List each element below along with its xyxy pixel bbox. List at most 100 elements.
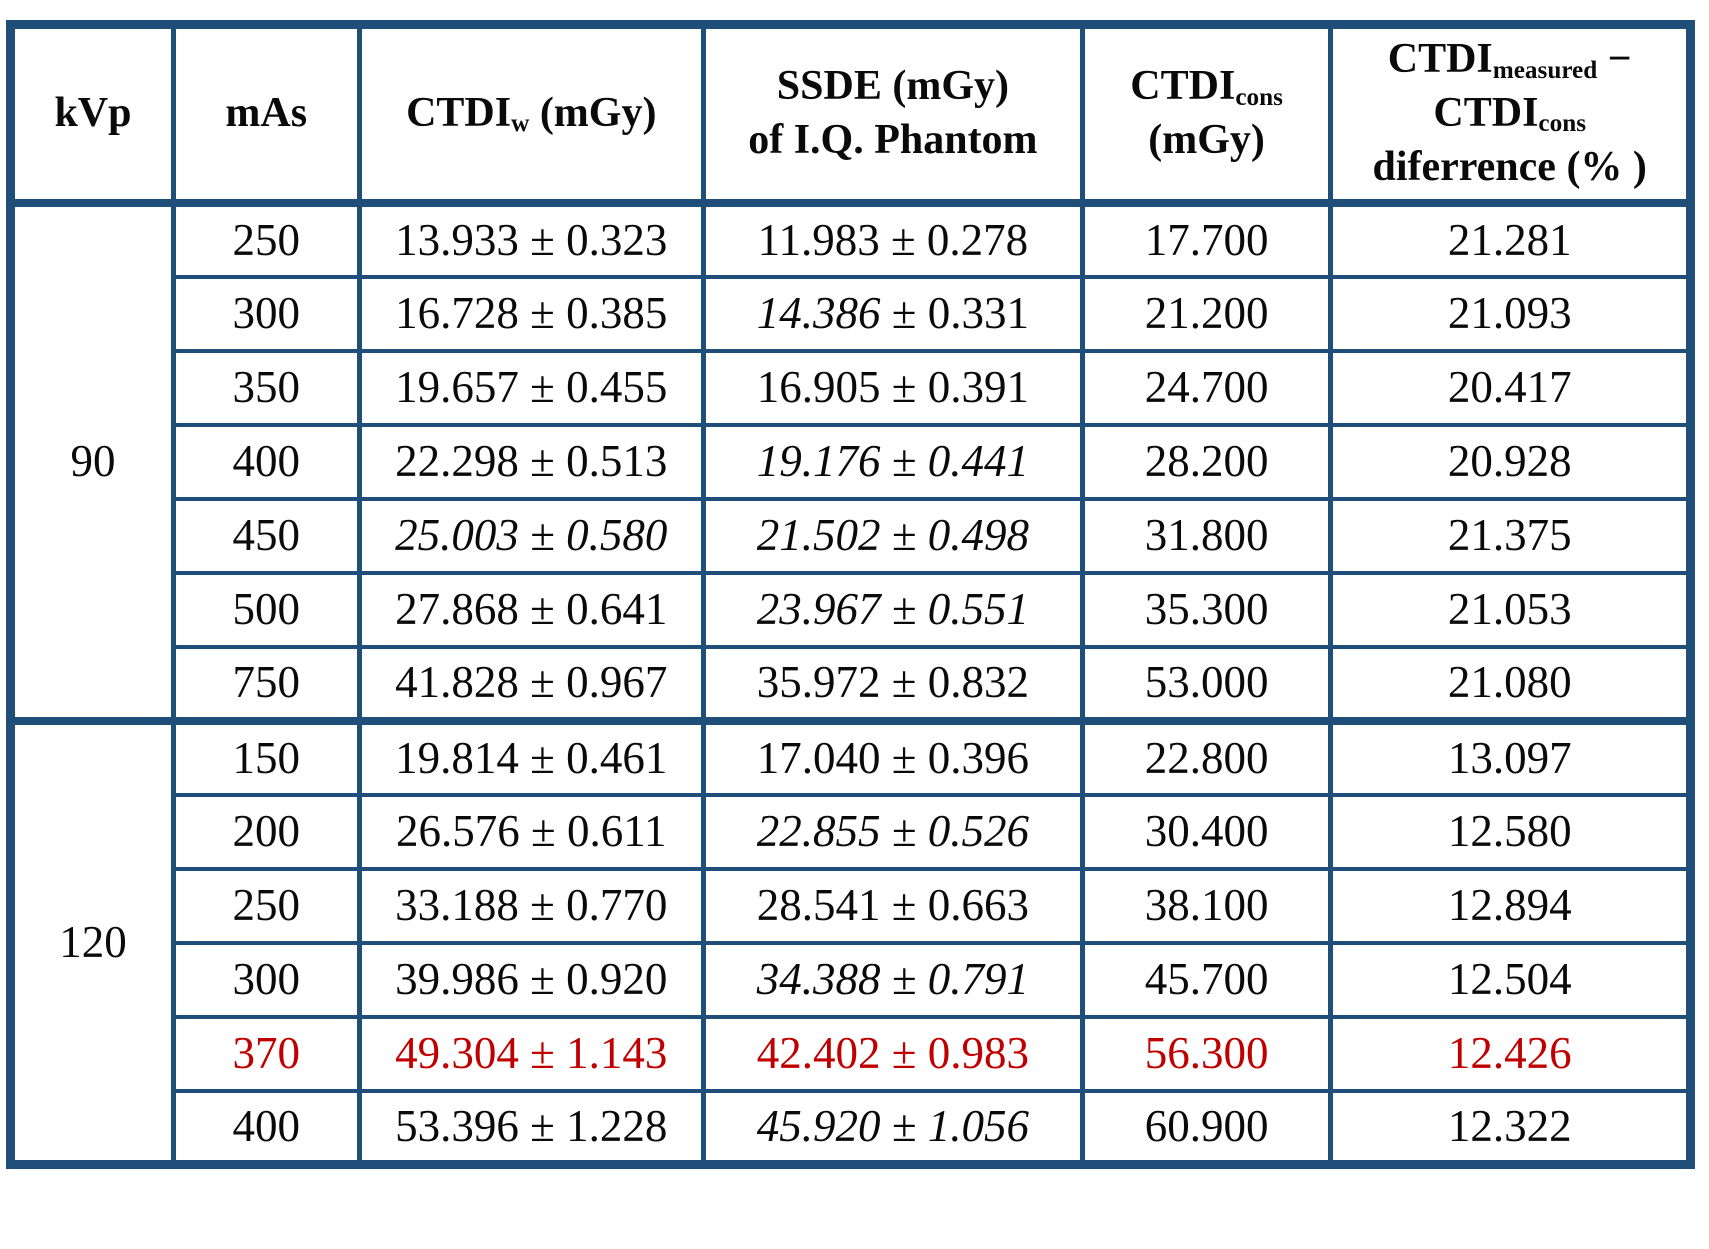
cell-mas: 200: [170, 792, 362, 871]
cell-ctdiw: 19.814 ± 0.461: [356, 716, 706, 797]
text-segment: 26.576 ± 0.611: [396, 805, 667, 856]
cell-ssde: 28.541 ± 0.663: [700, 866, 1085, 945]
cell-ssde: 14.386 ± 0.331: [700, 274, 1085, 353]
text-segment: 16.728 ± 0.385: [395, 287, 668, 338]
cell-ctdiw: 25.003 ± 0.580: [356, 496, 706, 575]
col-header-ctdiw: CTDIw (mGy): [356, 22, 706, 207]
cell-ctdiw: 41.828 ± 0.967: [356, 644, 706, 723]
cell-difference: 21.375: [1328, 496, 1693, 575]
text-segment: 17.040 ± 0.396: [756, 732, 1029, 783]
text-segment: 27.868 ± 0.641: [395, 583, 668, 634]
subscript-text: w: [511, 110, 530, 138]
text-segment: 23.967 ± 0.551: [756, 583, 1029, 634]
cell-mas: 450: [170, 496, 362, 575]
cell-ssde: 34.388 ± 0.791: [700, 940, 1085, 1019]
cell-ctdiw: 53.396 ± 1.228: [356, 1088, 706, 1167]
subscript-text: cons: [1538, 110, 1587, 138]
cell-ctdiw: 13.933 ± 0.323: [356, 198, 706, 279]
table-row: 120 150 19.814 ± 0.461 17.040 ± 0.396 22.800…: [8, 716, 1693, 1167]
table-row: 90 250 13.933 ± 0.323 11.983 ± 0.278 17.700 2…: [8, 198, 1693, 723]
text-segment: 13.933 ± 0.323: [395, 214, 668, 265]
text-segment: CTDI: [1433, 89, 1539, 136]
header-line: diferrence (% ): [1339, 141, 1680, 195]
text-segment: of I.Q. Phantom: [748, 116, 1038, 163]
text-segment: SSDE (mGy): [776, 63, 1009, 109]
cell-difference: 21.281: [1328, 198, 1693, 279]
text-segment: 21.502 ± 0.498: [756, 509, 1029, 560]
header-line: CTDIcons: [1339, 87, 1680, 141]
cell-ssde: 42.402 ± 0.983: [700, 1014, 1085, 1093]
cell-difference: 12.504: [1328, 940, 1693, 1019]
cell-ctdicons: 30.400: [1079, 792, 1334, 871]
text-segment: 41.828 ± 0.967: [395, 656, 668, 707]
cell-ctdicons: 17.700: [1079, 198, 1334, 279]
text-segment: 42.402 ± 0.983: [756, 1027, 1029, 1078]
col-header-mas: mAs: [170, 22, 362, 207]
cell-difference: 12.322: [1328, 1088, 1693, 1167]
text-segment: 39.986 ± 0.920: [395, 953, 668, 1004]
cell-kvp-group: 120: [8, 716, 176, 1167]
text-segment: CTDI: [406, 89, 512, 136]
cell-ctdiw: 49.304 ± 1.143: [356, 1014, 706, 1093]
cell-difference: 20.417: [1328, 348, 1693, 427]
col-header-diff: CTDImeasured − CTDIcons diferrence (% ): [1328, 22, 1693, 207]
text-segment: 53.396 ± 1.228: [395, 1100, 668, 1151]
cell-ssde: 22.855 ± 0.526: [700, 792, 1085, 871]
cell-difference: 20.928: [1328, 422, 1693, 501]
table-row: 400 22.298 ± 0.513 19.176 ± 0.441 28.200 20.…: [11, 422, 1693, 501]
table-row: 300 16.728 ± 0.385 14.386 ± 0.331 21.200 21.…: [11, 274, 1693, 353]
table-row: 250 33.188 ± 0.770 28.541 ± 0.663 38.100 12.…: [11, 866, 1693, 945]
cell-difference: 12.580: [1328, 792, 1693, 871]
cell-ctdicons: 28.200: [1079, 422, 1334, 501]
text-segment: 16.905 ± 0.391: [756, 361, 1029, 412]
cell-mas: 350: [170, 348, 362, 427]
text-segment: 35.972 ± 0.832: [756, 656, 1029, 707]
cell-ctdicons: 53.000: [1079, 644, 1334, 723]
col-header-kvp: kVp: [8, 22, 176, 207]
cell-ctdiw: 39.986 ± 0.920: [356, 940, 706, 1019]
cell-ctdicons: 22.800: [1079, 716, 1334, 797]
cell-mas: 400: [170, 422, 362, 501]
cell-ctdiw: 27.868 ± 0.641: [356, 570, 706, 649]
text-segment: 11.983 ± 0.278: [757, 214, 1029, 265]
cell-ctdiw: 33.188 ± 0.770: [356, 866, 706, 945]
text-segment: (mGy): [529, 89, 657, 136]
cell-ctdicons: 56.300: [1079, 1014, 1334, 1093]
table-row: 400 53.396 ± 1.228 45.920 ± 1.056 60.900 12.…: [11, 1088, 1693, 1167]
table-header: kVp mAs CTDIw (mGy) SSDE (mGy) of I.Q. Phant…: [8, 22, 1693, 207]
cell-ctdiw: 22.298 ± 0.513: [356, 422, 706, 501]
cell-difference: 21.053: [1328, 570, 1693, 649]
text-segment: 34.388 ± 0.791: [756, 953, 1029, 1004]
cell-difference: 21.093: [1328, 274, 1693, 353]
cell-mas: 250: [170, 866, 362, 945]
text-segment: CTDI: [1130, 63, 1236, 109]
cell-ctdiw: 19.657 ± 0.455: [356, 348, 706, 427]
table-row: 200 26.576 ± 0.611 22.855 ± 0.526 30.400 12.…: [11, 792, 1693, 871]
header-line: (mGy): [1091, 114, 1323, 168]
text-segment: 25.003 ± 0.580: [395, 509, 668, 560]
text-segment: CTDI: [1387, 36, 1493, 83]
text-segment: −: [1597, 36, 1632, 83]
text-segment: (mGy): [1148, 116, 1265, 163]
cell-difference: 12.894: [1328, 866, 1693, 945]
text-segment: 19.657 ± 0.455: [395, 361, 668, 412]
cell-ssde: 17.040 ± 0.396: [700, 716, 1085, 797]
cell-ssde: 23.967 ± 0.551: [700, 570, 1085, 649]
cell-ctdicons: 35.300: [1079, 570, 1334, 649]
cell-mas: 150: [170, 716, 362, 797]
table-wrapper: kVp mAs CTDIw (mGy) SSDE (mGy) of I.Q. Phant…: [6, 20, 1695, 1169]
cell-ctdicons: 21.200: [1079, 274, 1334, 353]
text-segment: 28.541 ± 0.663: [756, 879, 1029, 930]
cell-difference: 13.097: [1328, 716, 1693, 797]
header-line: CTDIw (mGy): [368, 87, 695, 141]
text-segment: 45.920 ± 1.056: [756, 1100, 1029, 1151]
text-segment: 19.176 ± 0.441: [756, 435, 1029, 486]
header-line: SSDE (mGy): [712, 60, 1074, 114]
subscript-text: measured: [1492, 56, 1598, 84]
cell-ctdicons: 45.700: [1079, 940, 1334, 1019]
text-segment: 14.386: [756, 287, 881, 338]
header-line: CTDImeasured −: [1339, 33, 1680, 87]
text-segment: kVp: [54, 89, 132, 136]
cell-mas: 750: [170, 644, 362, 723]
header-line: mAs: [182, 87, 351, 141]
